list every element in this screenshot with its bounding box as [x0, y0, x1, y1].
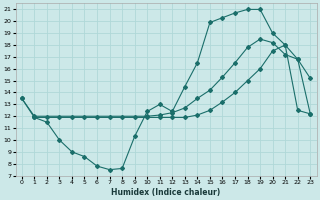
- X-axis label: Humidex (Indice chaleur): Humidex (Indice chaleur): [111, 188, 221, 197]
